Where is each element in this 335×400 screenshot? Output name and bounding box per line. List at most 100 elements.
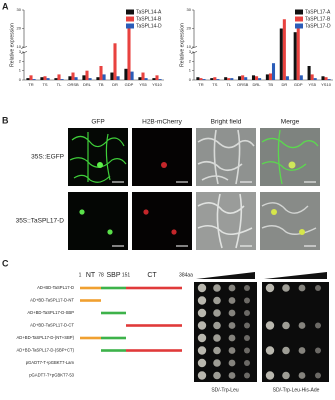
yeast-spot: [282, 321, 290, 330]
yeast-spot: [298, 347, 306, 354]
y-tick-label: 20: [187, 26, 192, 31]
column-header: Merge: [281, 119, 300, 126]
bar: [258, 78, 262, 80]
bar: [268, 73, 272, 80]
image-mcherry: [132, 192, 192, 250]
yeast-spot: [213, 359, 221, 367]
construct-label: AD+BD-TaSPL17-D-SBP: [27, 310, 74, 315]
bar: [196, 77, 200, 80]
domain-bar: [101, 336, 126, 340]
bar: [124, 68, 128, 80]
yeast-spot: [213, 309, 221, 317]
yeast-spot: [197, 346, 207, 355]
bar: [71, 72, 75, 80]
bar: [26, 78, 30, 80]
bar: [144, 78, 148, 80]
yeast-spot: [315, 322, 321, 329]
yeast-spot: [213, 346, 221, 355]
bar: [299, 75, 303, 80]
yeast-spot: [228, 322, 236, 329]
y-tick-label: 10: [17, 44, 22, 49]
y-tick-label: 1: [19, 68, 22, 73]
yeast-spot: [228, 334, 236, 342]
bar: [313, 78, 317, 80]
legend-swatch: [126, 16, 134, 22]
x-tick-label: YS5: [139, 82, 147, 87]
bar: [230, 78, 234, 80]
bar: [127, 24, 131, 80]
yeast-spot: [228, 297, 236, 304]
y-tick-label: 0: [19, 77, 22, 82]
residue-position: 384aa: [179, 272, 193, 278]
x-tick-label: GDP: [294, 82, 303, 87]
bar: [54, 78, 58, 80]
legend-label: TaSPL14-D: [136, 23, 162, 29]
y-tick-label: 1: [189, 68, 192, 73]
yeast-spot: [244, 360, 250, 366]
yeast-spot: [244, 310, 250, 316]
x-tick-label: GDP: [125, 82, 134, 87]
x-tick-label: TL: [57, 82, 62, 87]
panel-label: B: [2, 115, 9, 125]
yeast-spot: [282, 371, 290, 380]
axis-break: [20, 46, 28, 54]
domain-bar: [101, 349, 126, 352]
yeast-spot: [197, 283, 207, 293]
yeast-spot: [197, 333, 207, 343]
domain-bar: [80, 336, 101, 340]
nucleus: [271, 209, 277, 215]
yeast-spot: [197, 371, 207, 380]
bar: [210, 78, 214, 80]
row-label: 35S::EGFP: [31, 154, 64, 161]
domain-bar: [126, 324, 182, 327]
yeast-spot: [228, 372, 236, 379]
cell-outline: [197, 193, 253, 249]
bar: [202, 79, 206, 80]
yeast-spot: [228, 309, 236, 317]
column-header: H2B-mCherry: [142, 119, 182, 126]
image-merge: [260, 128, 320, 186]
legend-swatch: [126, 9, 134, 15]
column-header: GFP: [91, 119, 104, 126]
bar: [155, 75, 159, 80]
nucleus: [79, 209, 85, 215]
yeast-spot: [265, 346, 275, 355]
bar: [296, 24, 300, 80]
yeast-spot: [228, 284, 236, 292]
domain-label: NT: [86, 272, 96, 279]
bar: [102, 74, 106, 80]
x-tick-label: TS: [212, 82, 217, 87]
y-tick-label: 3: [189, 49, 192, 54]
yeast-spot: [315, 285, 321, 291]
legend-label: TaSPL17-D: [305, 23, 331, 29]
bar: [244, 77, 248, 80]
yeast-spot: [282, 346, 290, 355]
y-tick-label: 3: [19, 49, 22, 54]
bar: [46, 78, 50, 80]
bar: [43, 76, 47, 80]
dilution-triangle: [196, 272, 255, 279]
image-gfp: [68, 192, 128, 250]
residue-position: 151: [122, 272, 131, 278]
axis-break: [190, 46, 198, 54]
bar: [293, 32, 297, 80]
bar: [279, 28, 283, 80]
image-merge: [260, 192, 320, 250]
bar: [327, 79, 331, 80]
x-tick-label: YS10: [152, 82, 163, 87]
legend-swatch: [295, 16, 303, 22]
yeast-spot: [265, 371, 275, 380]
x-tick-label: DR: [281, 82, 287, 87]
yeast-spot: [213, 296, 221, 305]
domain-bar: [126, 286, 182, 290]
y-axis-label: Relative expression: [179, 23, 185, 67]
bar: [271, 63, 276, 80]
yeast-spot: [213, 371, 221, 380]
panel-label: C: [2, 258, 9, 268]
dilution-triangle: [264, 272, 327, 279]
domain-label: CT: [147, 272, 157, 279]
x-tick-label: DR: [112, 82, 118, 87]
bar: [224, 77, 228, 80]
residue-position: 78: [98, 272, 104, 278]
yeast-spot: [282, 284, 290, 292]
